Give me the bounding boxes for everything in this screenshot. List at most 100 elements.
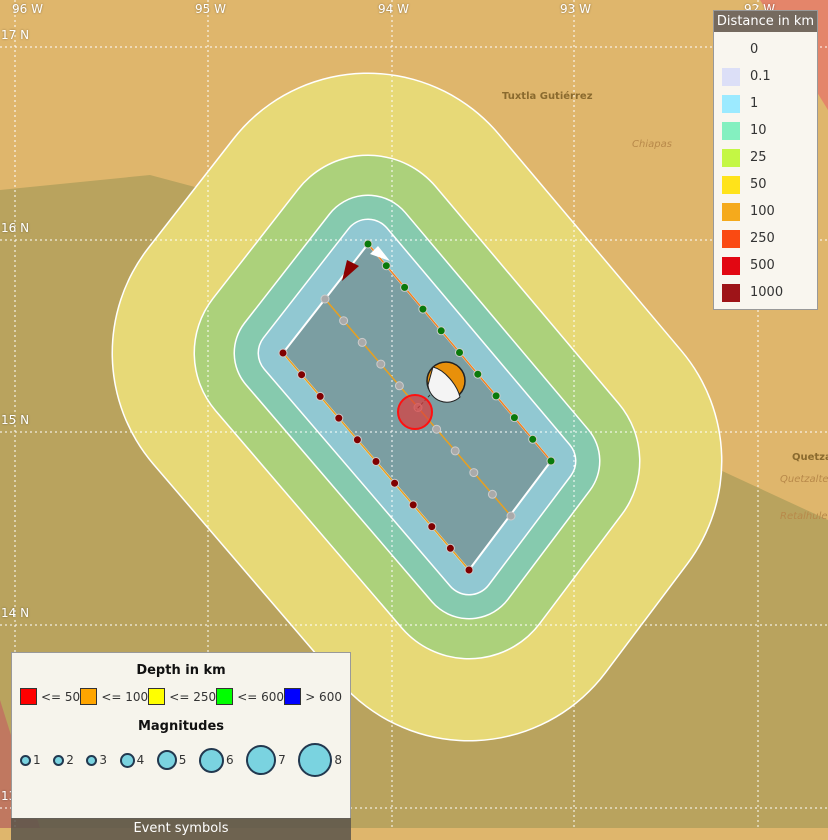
distance-legend: Distance in km 0 0.1 1 10 25 50 100 250 500 1000 — [713, 10, 818, 310]
magnitude-legend-item: 6 — [198, 747, 234, 773]
distance-legend-item: 1000 — [714, 279, 817, 306]
subfault-point[interactable] — [400, 282, 410, 292]
subfault-point[interactable] — [450, 446, 460, 456]
magnitude-label: 5 — [178, 753, 187, 767]
latitude-label: 15 N — [1, 413, 30, 427]
magnitude-label: 2 — [66, 753, 74, 767]
depth-legend-item: <= 100 — [80, 688, 148, 705]
distance-label: 50 — [750, 177, 767, 192]
magnitude-circle-icon — [246, 745, 277, 775]
distance-label: 1 — [750, 96, 759, 111]
depth-legend-item: <= 250 — [148, 688, 216, 705]
magnitude-legend-item: 3 — [86, 753, 107, 767]
depth-legend-item: <= 50 — [20, 688, 80, 705]
distance-label: 25 — [750, 150, 767, 165]
distance-label: 1000 — [750, 285, 784, 300]
subfault-point[interactable] — [394, 381, 404, 391]
depth-legend-item: > 600 — [284, 688, 342, 705]
distance-legend-item: 0.1 — [714, 63, 817, 90]
subfault-point[interactable] — [357, 337, 367, 347]
event-symbols-legend: Depth in km <= 50 <= 100 <= 250 <= 600 > 600… — [11, 652, 351, 840]
longitude-label: 96 W — [12, 2, 43, 16]
subfault-point[interactable] — [376, 359, 386, 369]
subfault-point[interactable] — [390, 478, 400, 488]
subfault-point[interactable] — [473, 369, 483, 379]
subfault-point[interactable] — [334, 413, 344, 423]
magnitude-circle-icon — [20, 754, 31, 766]
magnitude-circle-icon — [198, 747, 224, 773]
subfault-point[interactable] — [297, 370, 307, 380]
magnitude-circle-icon — [86, 754, 98, 766]
color-swatch — [722, 229, 740, 248]
magnitude-label: 4 — [136, 753, 145, 767]
subfault-point[interactable] — [381, 261, 391, 271]
epicenter-marker[interactable] — [397, 394, 433, 430]
place-label: Quetzaltenango — [780, 474, 828, 485]
place-label: Quetzal — [792, 452, 828, 463]
subfault-point[interactable] — [320, 294, 330, 304]
subfault-point[interactable] — [278, 348, 288, 358]
subfault-point[interactable] — [418, 304, 428, 314]
distance-label: 100 — [750, 204, 775, 219]
longitude-label: 95 W — [195, 2, 226, 16]
longitude-label: 93 W — [560, 2, 591, 16]
place-label: Chiapas — [632, 139, 672, 150]
subfault-point[interactable] — [506, 511, 516, 521]
subfault-point[interactable] — [371, 457, 381, 466]
color-swatch — [722, 256, 740, 275]
strike-arrow-dark-icon — [342, 260, 359, 281]
place-label: Tuxtla Gutiérrez — [502, 91, 593, 102]
subfault-point[interactable] — [445, 543, 455, 553]
distance-legend-item: 50 — [714, 171, 817, 198]
magnitude-circle-icon — [156, 750, 177, 770]
distance-legend-item: 1 — [714, 90, 817, 117]
depth-label: > 600 — [305, 689, 342, 704]
fault-plane — [278, 239, 556, 575]
subfault-point[interactable] — [339, 316, 349, 326]
color-swatch — [722, 283, 740, 302]
subfault-point[interactable] — [363, 239, 373, 249]
distance-label: 0 — [750, 42, 759, 57]
color-swatch — [722, 67, 740, 86]
subfault-point[interactable] — [491, 391, 501, 401]
distance-label: 250 — [750, 231, 775, 246]
magnitude-label: 6 — [225, 753, 234, 767]
subfault-point[interactable] — [315, 391, 325, 401]
subfault-point[interactable] — [546, 456, 556, 466]
color-swatch — [722, 121, 740, 140]
color-swatch — [722, 148, 740, 167]
magnitude-label: 8 — [334, 753, 342, 767]
color-swatch — [722, 175, 740, 194]
color-swatch — [722, 202, 740, 221]
magnitude-legend-item: 4 — [119, 752, 145, 768]
distance-legend-item: 250 — [714, 225, 817, 252]
color-swatch — [722, 40, 740, 59]
distance-legend-title: Distance in km — [714, 11, 817, 32]
subfault-point[interactable] — [408, 500, 418, 510]
depth-legend-title: Depth in km — [136, 663, 226, 678]
longitude-label: 94 W — [378, 2, 409, 16]
subfault-point[interactable] — [352, 435, 362, 445]
latitude-label: 14 N — [1, 606, 30, 620]
strike-arrow-white-icon — [370, 246, 390, 261]
subfault-point[interactable] — [427, 522, 437, 532]
latitude-label: 16 N — [1, 221, 30, 235]
subfault-point[interactable] — [436, 326, 446, 336]
magnitude-circle-icon — [53, 754, 65, 766]
subfault-point[interactable] — [469, 468, 479, 478]
subfault-point[interactable] — [432, 424, 442, 434]
subfault-point[interactable] — [455, 348, 464, 357]
subfault-point[interactable] — [464, 565, 474, 575]
magnitude-legend-item: 5 — [156, 750, 187, 770]
color-swatch — [722, 94, 740, 113]
magnitude-legend-item: 1 — [20, 753, 41, 767]
distance-legend-item: 25 — [714, 144, 817, 171]
subfault-point[interactable] — [487, 489, 497, 499]
subfault-point[interactable] — [509, 413, 519, 423]
distance-label: 10 — [750, 123, 767, 138]
event-legend-footer: Event symbols — [11, 818, 351, 840]
subfault-point[interactable] — [528, 434, 538, 444]
depth-swatch — [20, 688, 37, 705]
beachball-icon[interactable] — [415, 361, 466, 411]
